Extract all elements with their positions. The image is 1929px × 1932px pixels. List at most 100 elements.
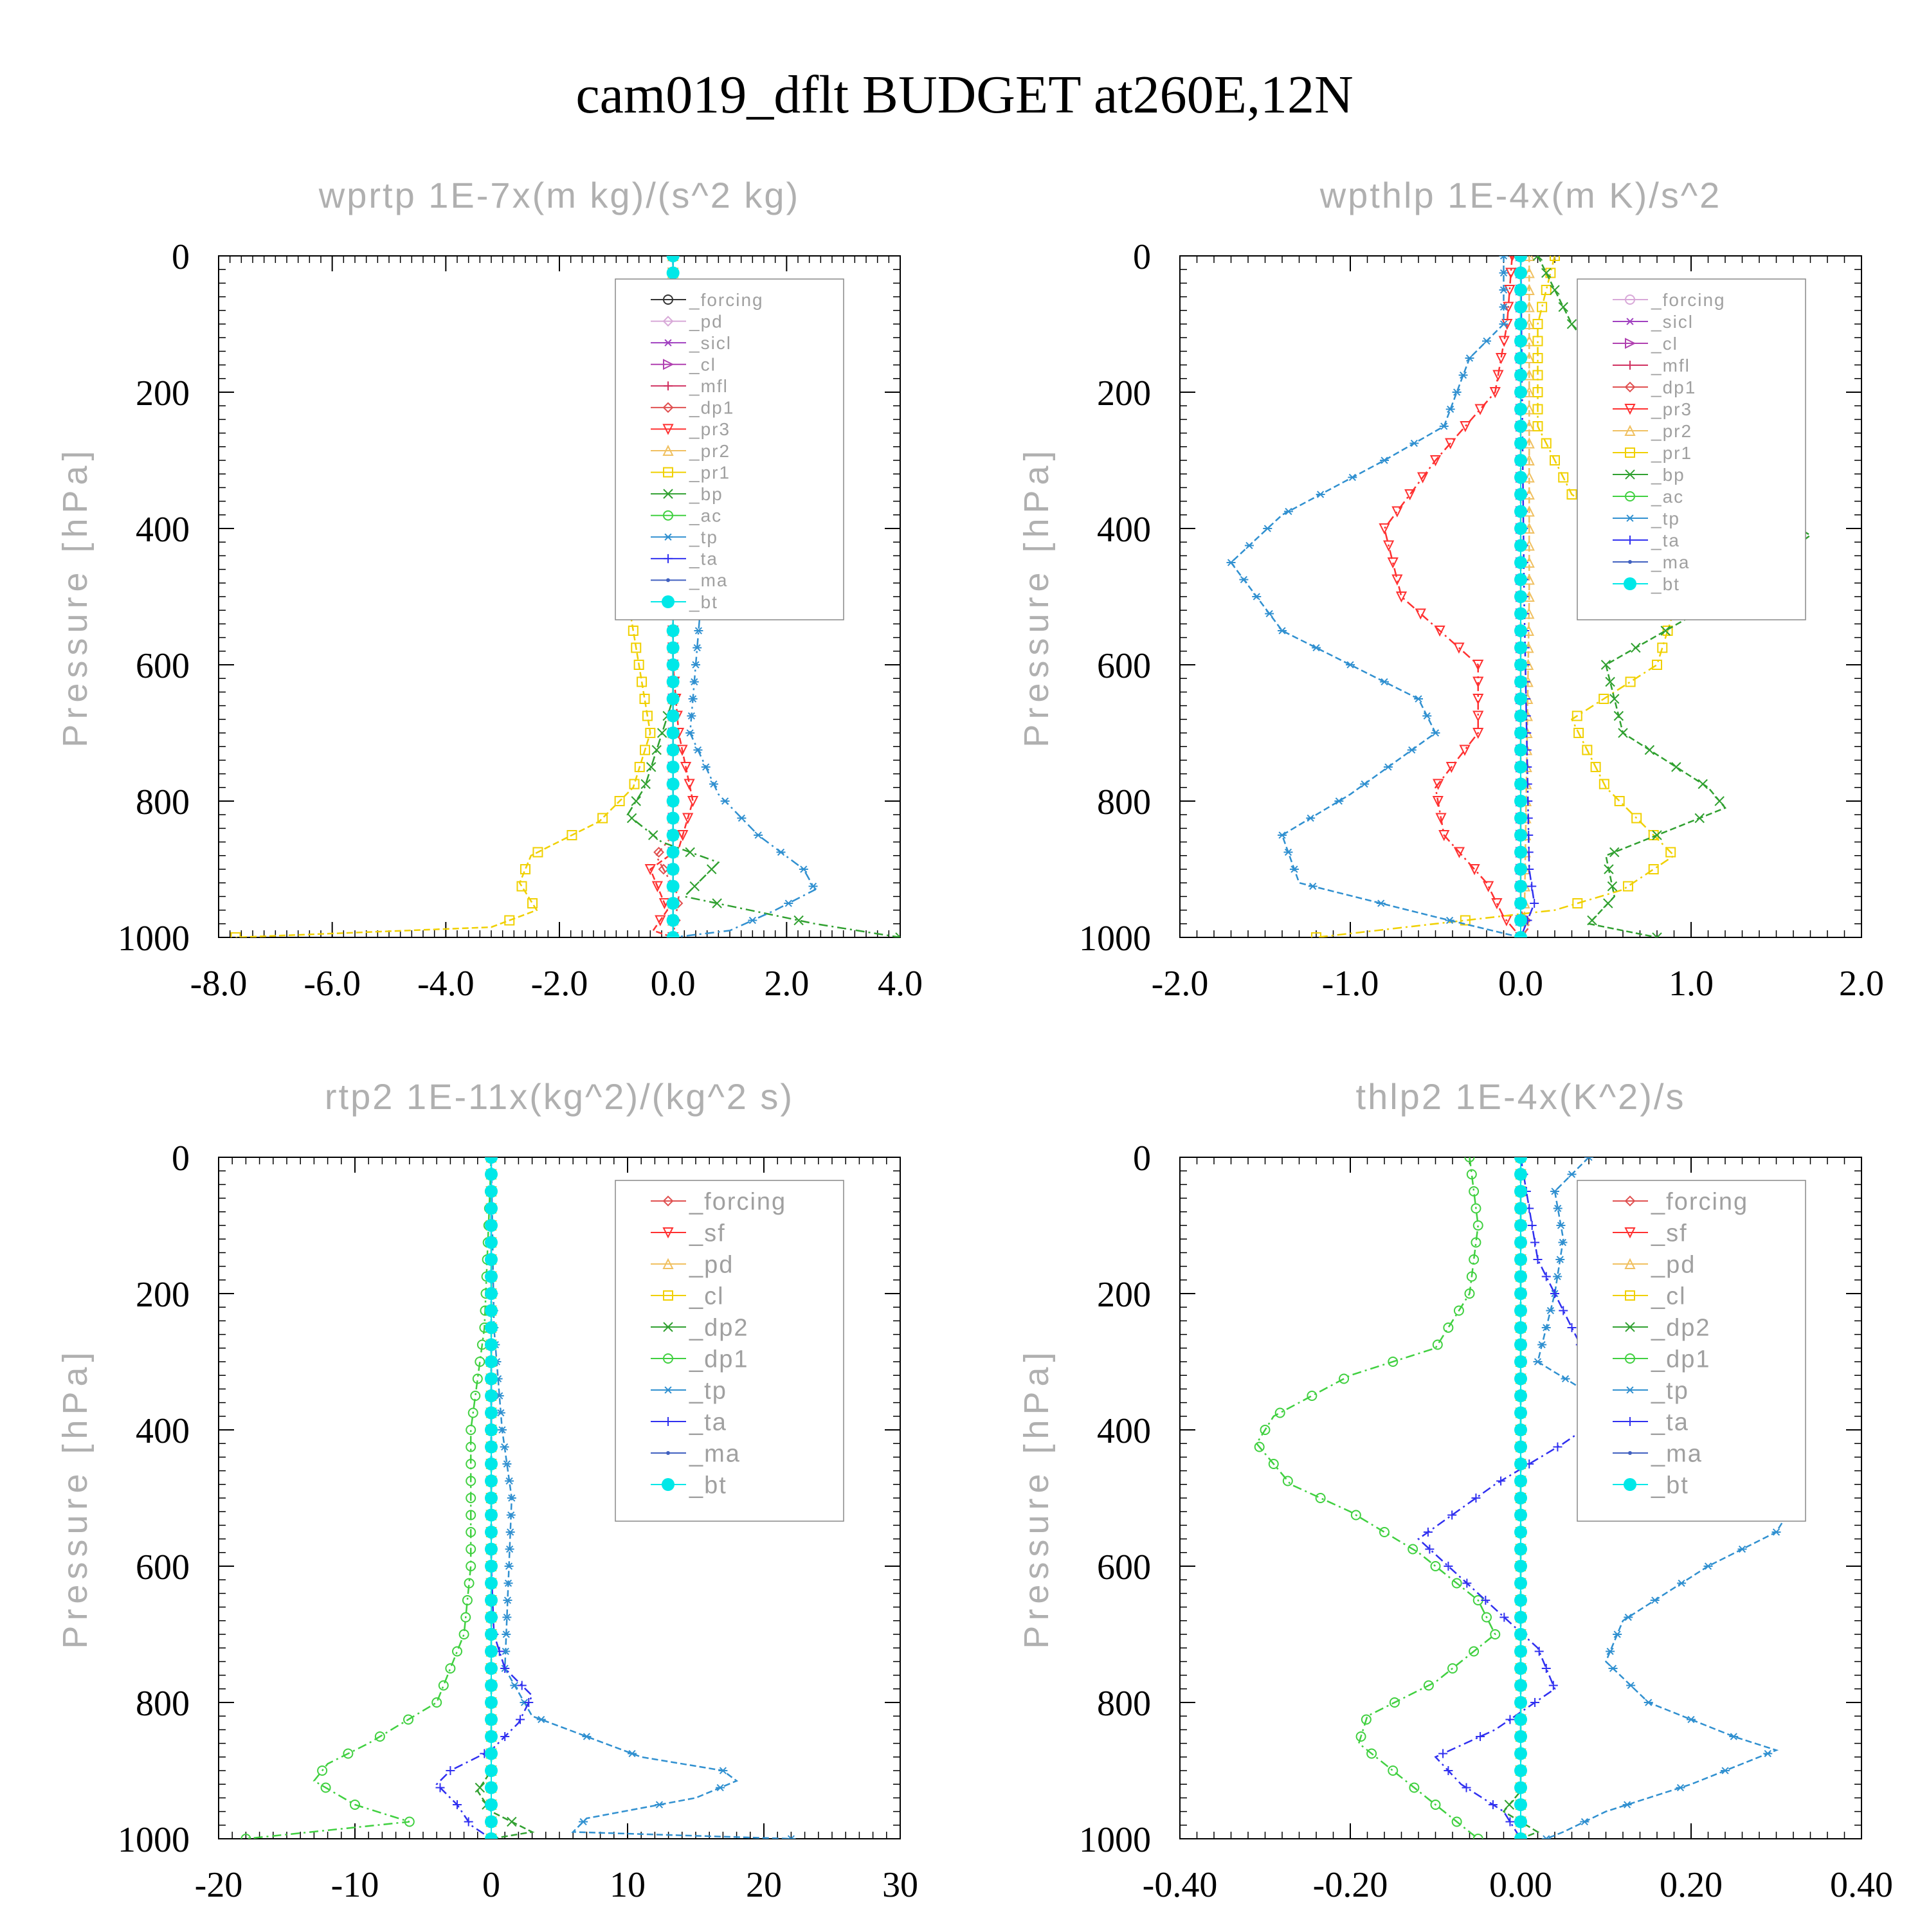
- data-point: [1307, 1391, 1318, 1401]
- data-point: [1532, 256, 1543, 261]
- y-tick-label: 1000: [1079, 919, 1151, 959]
- legend-item-cl: _cl: [651, 355, 715, 375]
- data-point: [1514, 931, 1527, 937]
- series-pr1: [230, 256, 678, 937]
- data-point: [1537, 302, 1548, 312]
- data-point: [1514, 1832, 1527, 1839]
- legend-item-forcing: _forcing: [1613, 1188, 1747, 1215]
- legend-marker: [1625, 469, 1635, 480]
- data-point: [1657, 642, 1668, 653]
- data-point: [1514, 266, 1527, 280]
- data-point: [1350, 1510, 1361, 1521]
- data-point: [1389, 1697, 1400, 1708]
- data-point: [666, 743, 680, 757]
- data-point: [1447, 1663, 1458, 1674]
- data-point: [631, 642, 642, 653]
- y-axis-label: Pressure [hPa]: [1017, 446, 1056, 747]
- legend-item-dp2: _dp2: [1613, 1314, 1710, 1341]
- data-point: [1391, 574, 1403, 586]
- legend-box: [615, 278, 844, 620]
- legend-marker: [1624, 577, 1636, 590]
- legend-item-dp1: _dp1: [1613, 377, 1695, 397]
- legend-marker: [664, 1386, 673, 1394]
- data-point: [517, 1681, 527, 1690]
- legend-item-forcing: _forcing: [651, 290, 763, 310]
- data-point: [1465, 354, 1474, 362]
- x-tick-label: -8.0: [190, 964, 248, 1004]
- plot-area: [1226, 256, 1812, 937]
- data-point: [1532, 336, 1543, 347]
- y-tick-label: 400: [136, 510, 190, 550]
- series-bt: [1514, 256, 1527, 937]
- data-point: [629, 779, 640, 790]
- data-point: [485, 1781, 498, 1794]
- series-dp1: [240, 1157, 496, 1839]
- legend-label: _tp: [1651, 1377, 1689, 1404]
- data-point: [1459, 745, 1471, 756]
- data-point: [466, 1459, 476, 1469]
- legend-item-bp: _bp: [651, 484, 722, 504]
- data-point: [485, 1713, 498, 1726]
- legend-item-forcing: _forcing: [1613, 290, 1725, 310]
- data-point: [1283, 507, 1293, 516]
- data-point: [1598, 779, 1609, 790]
- data-point: [475, 1357, 485, 1367]
- data-point: [1482, 337, 1491, 345]
- legend-marker: [664, 1417, 673, 1426]
- data-point: [485, 1270, 498, 1283]
- data-point: [1514, 256, 1527, 262]
- x-tick-label: 30: [882, 1865, 918, 1905]
- data-point: [1652, 830, 1662, 840]
- data-point: [1514, 795, 1527, 808]
- y-tick-label: 1000: [118, 1820, 190, 1860]
- series-dp1: [1254, 1157, 1501, 1839]
- data-point: [1239, 575, 1249, 584]
- data-point: [1514, 334, 1527, 348]
- data-point: [1312, 644, 1321, 652]
- data-point: [445, 1663, 456, 1674]
- data-point: [651, 881, 663, 892]
- data-point: [1469, 1186, 1480, 1196]
- data-point: [1514, 1458, 1527, 1470]
- legend-marker: [663, 359, 675, 370]
- data-point: [1476, 1732, 1485, 1741]
- legend-label: _dp1: [689, 398, 734, 418]
- data-point: [1438, 1749, 1448, 1758]
- data-point: [640, 779, 651, 790]
- data-point: [1499, 269, 1508, 277]
- legend-item-ma: _ma: [651, 1440, 739, 1467]
- legend-marker: [1625, 447, 1635, 458]
- series-line: [1383, 256, 1521, 937]
- legend-label: _pr2: [1651, 421, 1692, 441]
- data-point: [1464, 1288, 1475, 1299]
- data-point: [485, 1440, 498, 1454]
- data-point: [637, 676, 648, 687]
- data-point: [404, 1816, 415, 1827]
- data-point: [1452, 388, 1462, 396]
- legend-label: _tp: [689, 1377, 727, 1404]
- y-tick-label: 600: [136, 646, 190, 686]
- data-point: [1541, 1835, 1551, 1839]
- data-point: [1533, 1255, 1543, 1264]
- data-point: [1514, 1492, 1527, 1504]
- y-axis-label: Pressure [hPa]: [1017, 1347, 1056, 1648]
- data-point: [1514, 1202, 1527, 1215]
- legend-marker: [662, 1478, 675, 1491]
- data-point: [504, 915, 515, 926]
- data-point: [462, 1595, 473, 1605]
- data-point: [1541, 1272, 1551, 1281]
- data-point: [505, 1477, 514, 1485]
- data-point: [1278, 831, 1287, 839]
- data-point: [485, 1542, 498, 1556]
- data-point: [1260, 1425, 1271, 1435]
- data-point: [1572, 898, 1583, 908]
- data-point: [1348, 473, 1357, 482]
- panel-title: wpthlp 1E-4x(m K)/s^2: [1319, 175, 1722, 215]
- legend-item-ac: _ac: [651, 506, 721, 526]
- legend-label: _sf: [689, 1220, 726, 1247]
- data-point: [1472, 660, 1484, 671]
- y-axis-label: Pressure [hPa]: [56, 1347, 95, 1648]
- legend-item-sf: _sf: [1613, 1220, 1687, 1247]
- data-point: [1587, 915, 1597, 926]
- data-point: [1514, 1576, 1527, 1590]
